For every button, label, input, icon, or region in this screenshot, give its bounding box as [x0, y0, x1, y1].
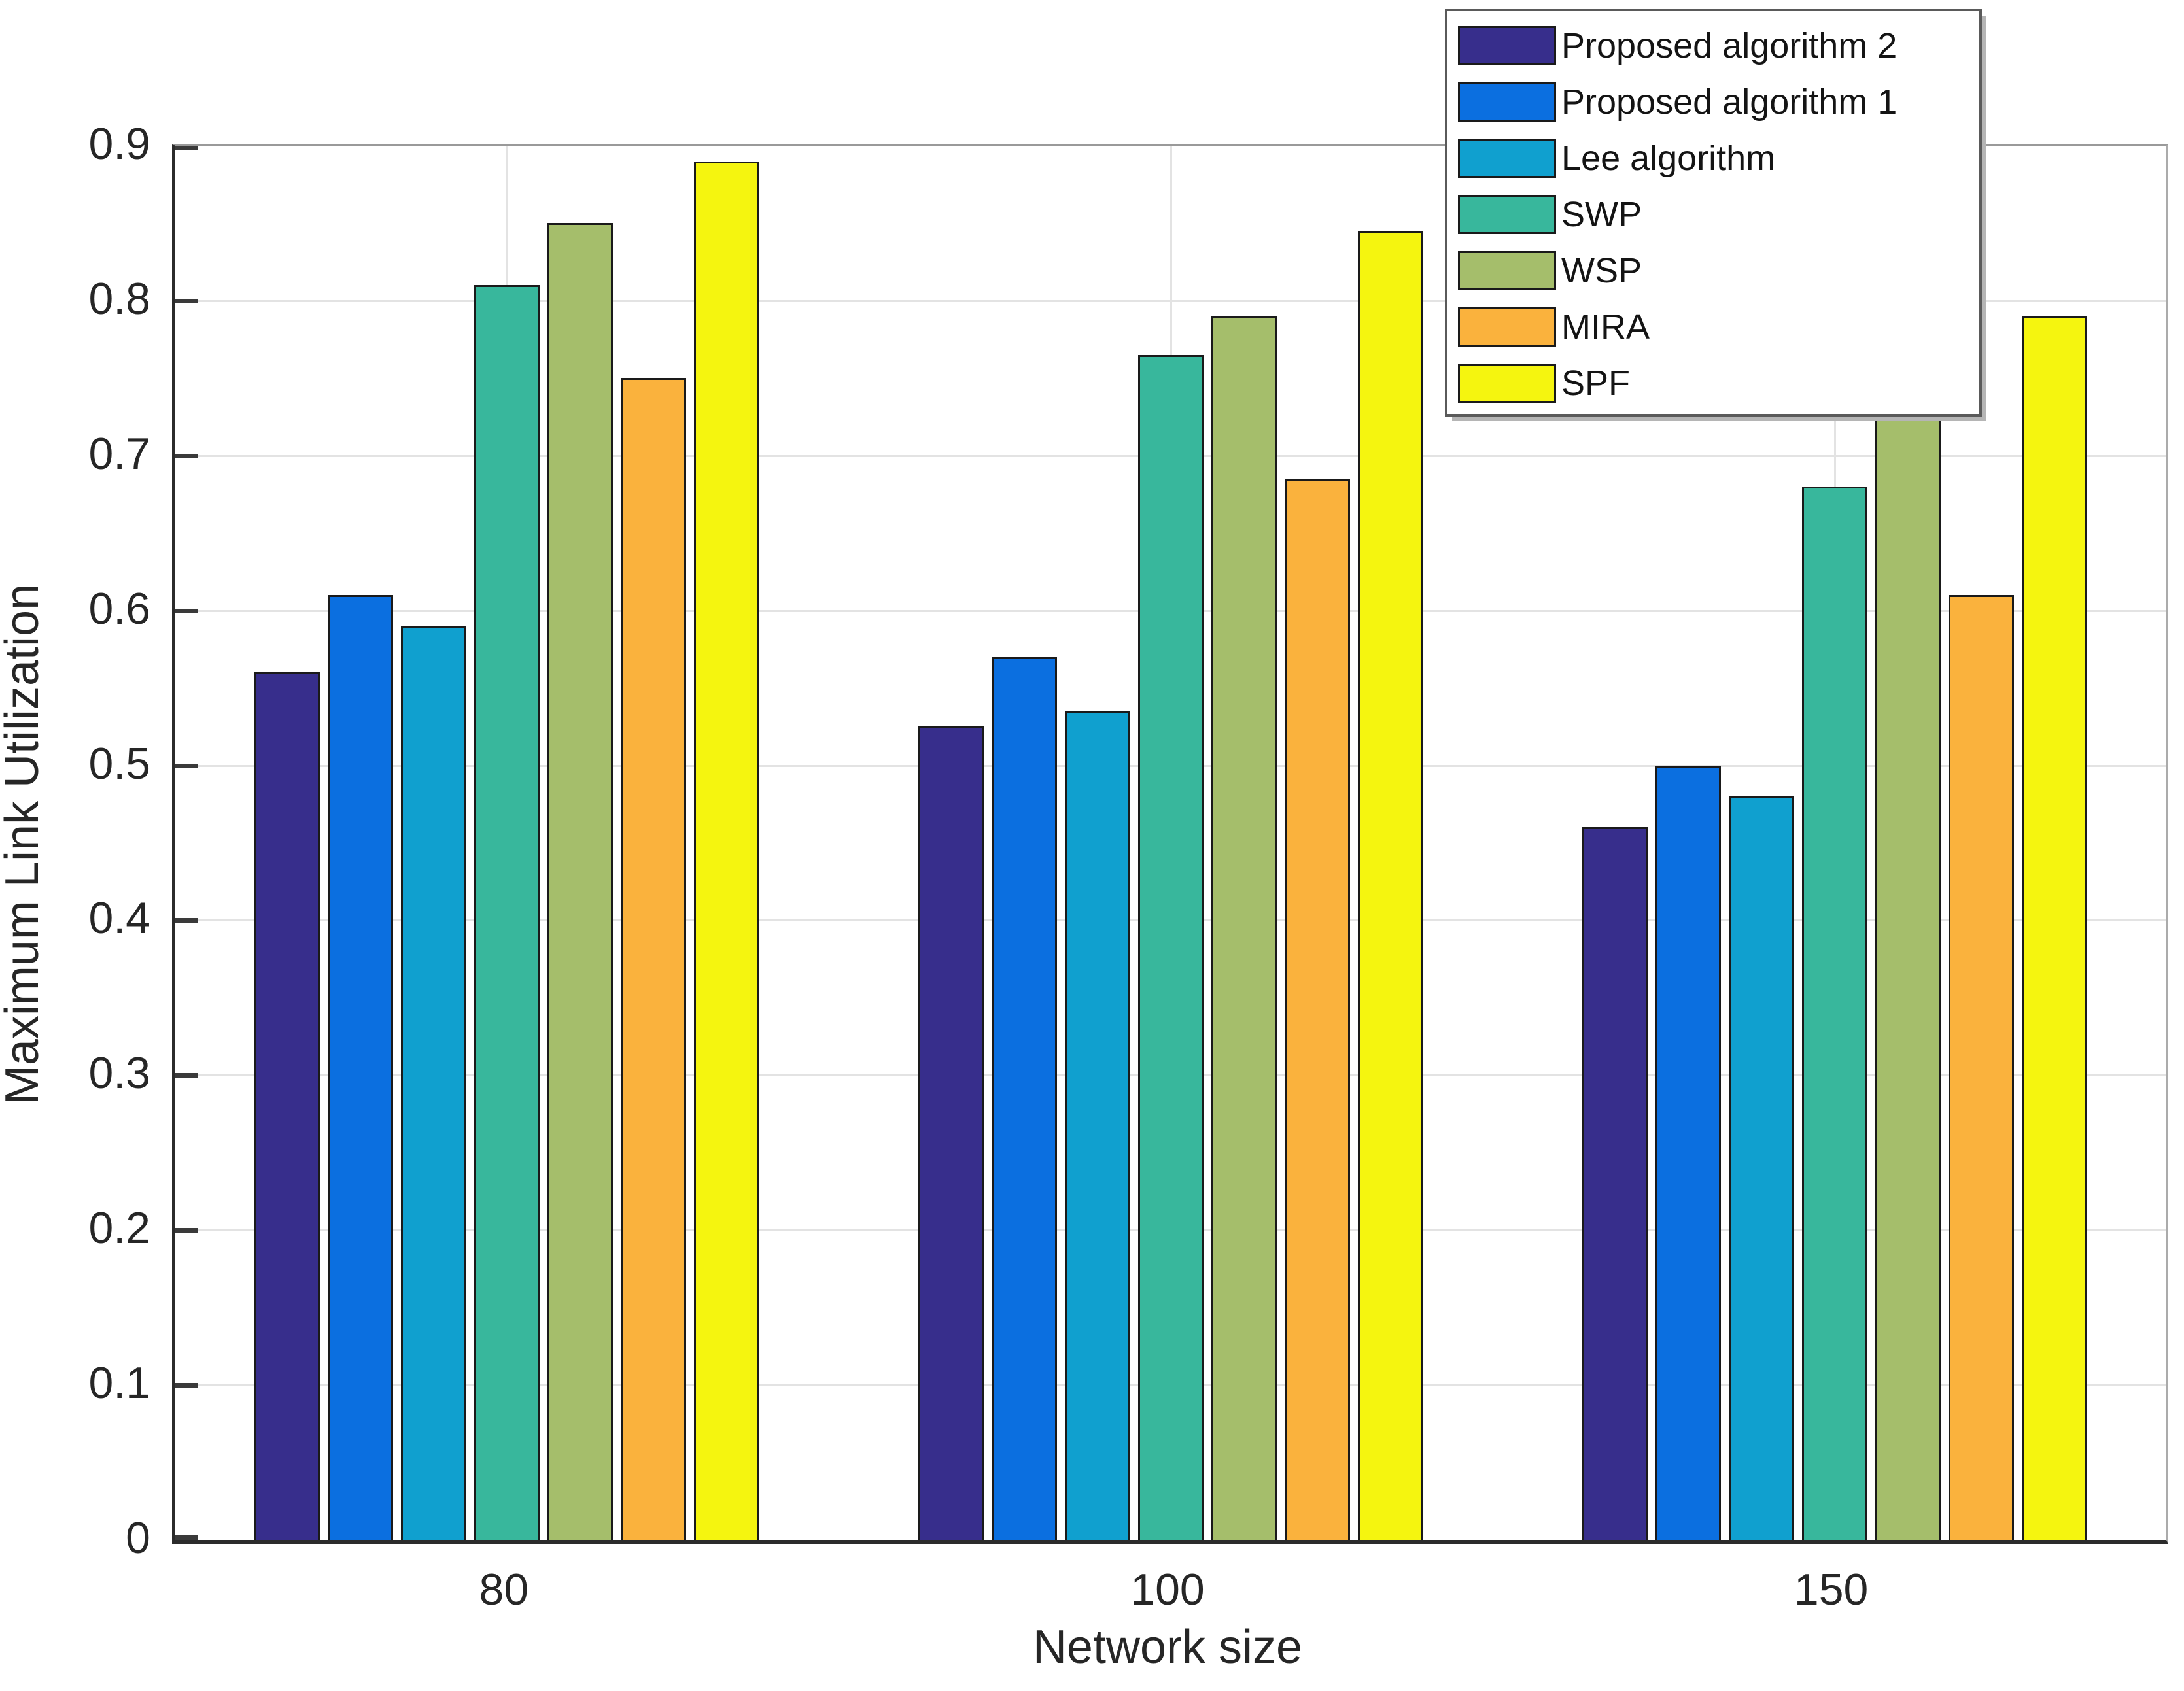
x-tick-label-80: 80 — [479, 1565, 529, 1614]
legend-label: Proposed algorithm 2 — [1561, 26, 1898, 65]
y-tick-mark-0.2 — [175, 1228, 198, 1233]
bar-group-150 — [1578, 146, 2091, 1540]
legend-row-wsp: WSP — [1458, 243, 1979, 299]
legend-row-proposed-algorithm-1: Proposed algorithm 1 — [1458, 74, 1979, 130]
x-axis-title: Network size — [1032, 1621, 1303, 1673]
legend-row-proposed-algorithm-2: Proposed algorithm 2 — [1458, 18, 1979, 74]
y-tick-label-0.3: 0.3 — [88, 1048, 150, 1099]
bar-100-spf — [1358, 231, 1423, 1540]
y-tick-mark-0.1 — [175, 1383, 198, 1388]
legend: Proposed algorithm 2 Proposed algorithm 1… — [1445, 9, 1982, 417]
legend-swatch-proposed-algorithm-2 — [1458, 26, 1556, 65]
bar-80-wsp — [547, 223, 614, 1540]
y-tick-label-0.9: 0.9 — [88, 119, 150, 169]
bar-group-80 — [251, 146, 763, 1540]
y-tick-mark-0.5 — [175, 763, 198, 768]
bar-100-swp — [1138, 354, 1204, 1540]
legend-swatch-mira — [1458, 307, 1556, 347]
bar-150-proposed-algorithm-1 — [1655, 765, 1721, 1540]
y-tick-label-0.2: 0.2 — [88, 1203, 150, 1254]
y-tick-mark-0.9 — [175, 146, 198, 150]
y-tick-mark-0 — [175, 1535, 198, 1540]
x-tick-label-100: 100 — [1130, 1565, 1205, 1614]
bar-150-proposed-algorithm-2 — [1582, 827, 1648, 1540]
bar-150-spf — [2021, 316, 2087, 1540]
bar-100-proposed-algorithm-1 — [992, 657, 1057, 1540]
legend-row-lee-algorithm: Lee algorithm — [1458, 130, 1979, 186]
bar-group-100 — [914, 146, 1427, 1540]
y-tick-label-0: 0 — [126, 1513, 150, 1563]
bar-100-proposed-algorithm-2 — [918, 726, 984, 1540]
x-tick-label-150: 150 — [1794, 1565, 1869, 1614]
legend-swatch-lee-algorithm — [1458, 139, 1556, 178]
bar-100-mira — [1285, 479, 1350, 1540]
legend-label: WSP — [1561, 251, 1642, 290]
y-tick-mark-0.6 — [175, 608, 198, 613]
legend-label: SPF — [1561, 364, 1631, 403]
bar-80-swp — [474, 285, 540, 1540]
bar-80-spf — [694, 161, 760, 1540]
legend-label: MIRA — [1561, 307, 1650, 347]
legend-swatch-spf — [1458, 364, 1556, 403]
bar-80-proposed-algorithm-2 — [254, 672, 321, 1540]
bar-80-proposed-algorithm-1 — [328, 594, 394, 1540]
bar-100-wsp — [1211, 316, 1277, 1540]
legend-row-spf: SPF — [1458, 355, 1979, 411]
y-tick-label-0.6: 0.6 — [88, 583, 150, 634]
y-tick-mark-0.7 — [175, 453, 198, 458]
legend-swatch-swp — [1458, 195, 1556, 234]
bar-80-mira — [621, 378, 687, 1540]
legend-label: Proposed algorithm 1 — [1561, 82, 1898, 122]
bar-100-lee-algorithm — [1065, 711, 1130, 1540]
y-tick-mark-0.4 — [175, 918, 198, 923]
y-tick-mark-0.3 — [175, 1073, 198, 1078]
y-tick-mark-0.8 — [175, 298, 198, 303]
bar-150-lee-algorithm — [1728, 796, 1794, 1540]
y-tick-label-0.1: 0.1 — [88, 1358, 150, 1409]
bar-150-swp — [1801, 487, 1867, 1540]
y-tick-label-0.5: 0.5 — [88, 738, 150, 789]
bar-80-lee-algorithm — [401, 626, 467, 1540]
bar-150-mira — [1948, 594, 2014, 1540]
y-tick-label-0.4: 0.4 — [88, 893, 150, 944]
legend-swatch-proposed-algorithm-1 — [1458, 82, 1556, 122]
y-tick-label-0.8: 0.8 — [88, 273, 150, 324]
legend-row-mira: MIRA — [1458, 299, 1979, 355]
legend-swatch-wsp — [1458, 251, 1556, 290]
y-tick-label-0.7: 0.7 — [88, 428, 150, 479]
bar-150-wsp — [1875, 409, 1941, 1540]
legend-label: Lee algorithm — [1561, 139, 1776, 178]
legend-label: SWP — [1561, 195, 1642, 234]
y-axis-title: Maximum Link Utilization — [0, 583, 48, 1105]
legend-row-swp: SWP — [1458, 186, 1979, 243]
